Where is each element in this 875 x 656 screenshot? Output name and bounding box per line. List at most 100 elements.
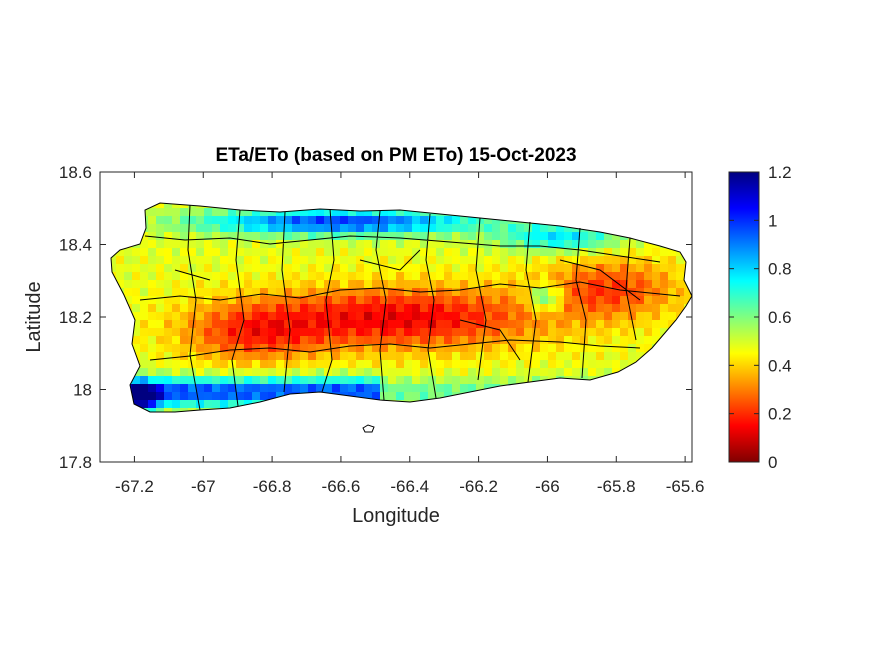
heatmap-cell: [644, 328, 652, 336]
heatmap-cell: [268, 360, 276, 368]
heatmap-cell: [484, 296, 492, 304]
heatmap-cell: [260, 240, 268, 248]
heatmap-cell: [252, 272, 260, 280]
heatmap-cell: [228, 256, 236, 264]
heatmap-cell: [204, 280, 212, 288]
heatmap-cell: [172, 384, 180, 392]
heatmap-cell: [332, 232, 340, 240]
heatmap-cell: [436, 216, 444, 224]
heatmap-cell: [148, 256, 156, 264]
heatmap-cell: [476, 304, 484, 312]
heatmap-cell: [556, 360, 564, 368]
heatmap-cell: [324, 240, 332, 248]
heatmap-cell: [436, 328, 444, 336]
heatmap-cell: [428, 328, 436, 336]
heatmap-cell: [164, 336, 172, 344]
heatmap-cell: [172, 400, 180, 408]
heatmap-cell: [140, 376, 148, 384]
heatmap-cell: [308, 368, 316, 376]
heatmap-cell: [140, 392, 148, 400]
heatmap-cell: [580, 248, 588, 256]
heatmap-cell: [588, 232, 596, 240]
heatmap-cell: [284, 296, 292, 304]
heatmap-cell: [636, 280, 644, 288]
heatmap-cell: [252, 216, 260, 224]
heatmap-cell: [380, 328, 388, 336]
heatmap-cell: [452, 360, 460, 368]
heatmap-cell: [500, 368, 508, 376]
heatmap-cell: [140, 256, 148, 264]
heatmap-cell: [380, 320, 388, 328]
heatmap-cell: [676, 304, 684, 312]
heatmap-cell: [452, 344, 460, 352]
heatmap-cell: [156, 216, 164, 224]
heatmap-cell: [644, 272, 652, 280]
heatmap-cell: [356, 288, 364, 296]
heatmap-cell: [540, 280, 548, 288]
heatmap-cell: [412, 368, 420, 376]
heatmap-cell: [236, 240, 244, 248]
heatmap-cell: [460, 232, 468, 240]
heatmap-cell: [452, 272, 460, 280]
heatmap-cell: [204, 240, 212, 248]
heatmap-cell: [188, 392, 196, 400]
heatmap-cell: [244, 360, 252, 368]
heatmap-cell: [172, 296, 180, 304]
heatmap-cell: [196, 312, 204, 320]
heatmap-cell: [548, 288, 556, 296]
heatmap-cell: [300, 216, 308, 224]
heatmap-cell: [340, 352, 348, 360]
heatmap-cell: [156, 400, 164, 408]
heatmap-cell: [420, 344, 428, 352]
heatmap-cell: [228, 232, 236, 240]
heatmap-cell: [340, 264, 348, 272]
heatmap-cell: [572, 248, 580, 256]
heatmap-cell: [500, 360, 508, 368]
heatmap-cell: [276, 360, 284, 368]
heatmap-cell: [684, 296, 692, 304]
heatmap-cell: [180, 224, 188, 232]
heatmap-cell: [196, 344, 204, 352]
heatmap-cell: [404, 320, 412, 328]
heatmap-cell: [540, 288, 548, 296]
heatmap-cell: [284, 216, 292, 224]
heatmap-cell: [220, 208, 228, 216]
heatmap-cell: [460, 280, 468, 288]
heatmap-cell: [588, 296, 596, 304]
heatmap-cell: [284, 224, 292, 232]
heatmap-cell: [604, 320, 612, 328]
heatmap-cell: [580, 328, 588, 336]
heatmap-cell: [404, 280, 412, 288]
heatmap-cell: [492, 224, 500, 232]
heatmap-cell: [284, 376, 292, 384]
heatmap-cell: [412, 376, 420, 384]
heatmap-cell: [428, 272, 436, 280]
heatmap-cell: [396, 248, 404, 256]
heatmap-cell: [148, 208, 156, 216]
heatmap-cell: [452, 296, 460, 304]
heatmap-cell: [692, 200, 700, 208]
heatmap-cell: [188, 232, 196, 240]
heatmap-cell: [540, 256, 548, 264]
heatmap-cell: [212, 336, 220, 344]
heatmap-cell: [132, 376, 140, 384]
heatmap-cell: [300, 384, 308, 392]
heatmap-cell: [636, 312, 644, 320]
heatmap-cell: [596, 328, 604, 336]
heatmap-cell: [692, 336, 700, 344]
heatmap-cell: [556, 368, 564, 376]
heatmap-cell: [188, 240, 196, 248]
heatmap-cell: [180, 280, 188, 288]
heatmap-cell: [444, 336, 452, 344]
heatmap-cell: [668, 272, 676, 280]
heatmap-cell: [372, 288, 380, 296]
heatmap-cell: [292, 304, 300, 312]
heatmap-cell: [156, 296, 164, 304]
heatmap-cell: [276, 272, 284, 280]
heatmap-cell: [212, 376, 220, 384]
heatmap-cell: [276, 384, 284, 392]
heatmap-cell: [412, 304, 420, 312]
heatmap-cell: [380, 264, 388, 272]
heatmap-cell: [372, 256, 380, 264]
heatmap-cell: [308, 344, 316, 352]
